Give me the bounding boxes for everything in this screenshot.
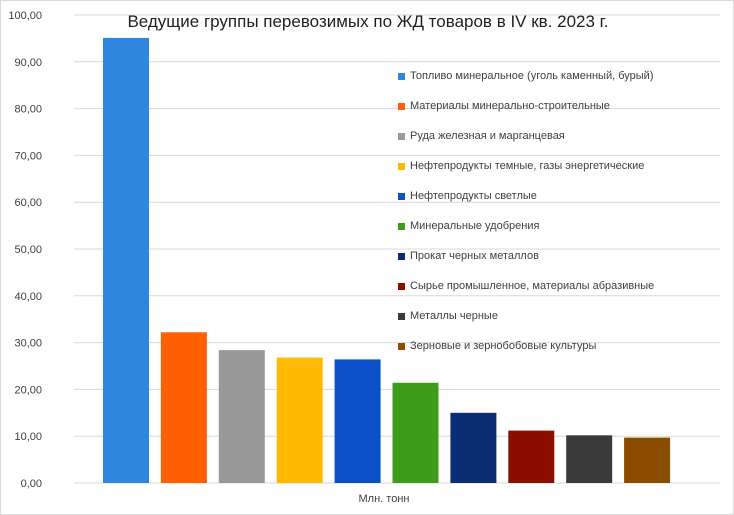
y-tick-label: 70,00 xyxy=(14,150,42,162)
y-tick-label: 90,00 xyxy=(14,57,42,69)
y-tick-label: 40,00 xyxy=(14,291,42,303)
bar xyxy=(566,435,613,483)
legend-label: Нефтепродукты темные, газы энергетически… xyxy=(410,160,645,172)
y-tick-label: 10,00 xyxy=(14,431,42,443)
bars xyxy=(103,37,671,484)
legend-label: Сырье промышленное, материалы абразивные xyxy=(410,280,655,292)
bar xyxy=(450,412,497,483)
legend-swatch xyxy=(398,193,405,200)
bar xyxy=(624,437,671,483)
legend-label: Руда железная и марганцевая xyxy=(410,130,565,142)
legend-swatch xyxy=(398,133,405,140)
y-tick-label: 0,00 xyxy=(21,478,42,490)
bar xyxy=(334,359,381,483)
legend-swatch xyxy=(398,343,405,350)
y-tick-label: 20,00 xyxy=(14,384,42,396)
bar xyxy=(160,332,207,483)
x-axis-label: Млн. тонн xyxy=(359,493,410,505)
legend-label: Нефтепродукты светлые xyxy=(410,190,537,202)
bar xyxy=(103,37,149,484)
legend-label: Прокат черных металлов xyxy=(410,250,539,262)
y-tick-label: 100,00 xyxy=(8,10,42,22)
legend-swatch xyxy=(398,223,405,230)
legend-label: Металлы черные xyxy=(410,310,498,322)
y-tick-label: 30,00 xyxy=(14,338,42,350)
bar xyxy=(218,350,265,483)
legend-swatch xyxy=(398,253,405,260)
y-tick-label: 80,00 xyxy=(14,104,42,116)
chart-title: Ведущие группы перевозимых по ЖД товаров… xyxy=(127,12,609,31)
legend-swatch xyxy=(398,163,405,170)
legend-swatch xyxy=(398,283,405,290)
gridlines xyxy=(74,14,720,484)
legend-swatch xyxy=(398,103,405,110)
y-axis-tick-labels: 0,00 10,00 20,00 30,00 40,00 50,00 60,00 70,00 8… xyxy=(8,10,42,490)
y-tick-label: 50,00 xyxy=(14,244,42,256)
legend-label: Материалы минерально-строительные xyxy=(410,100,610,112)
bar xyxy=(276,357,323,483)
legend-label: Зерновые и зернобобовые культуры xyxy=(410,340,597,352)
y-tick-label: 60,00 xyxy=(14,197,42,209)
legend-swatch xyxy=(398,313,405,320)
legend-swatch xyxy=(398,73,405,80)
bar xyxy=(508,430,555,483)
bar xyxy=(392,382,439,483)
legend-label: Минеральные удобрения xyxy=(410,220,540,232)
legend-label: Топливо минеральное (уголь каменный, бур… xyxy=(410,70,654,82)
